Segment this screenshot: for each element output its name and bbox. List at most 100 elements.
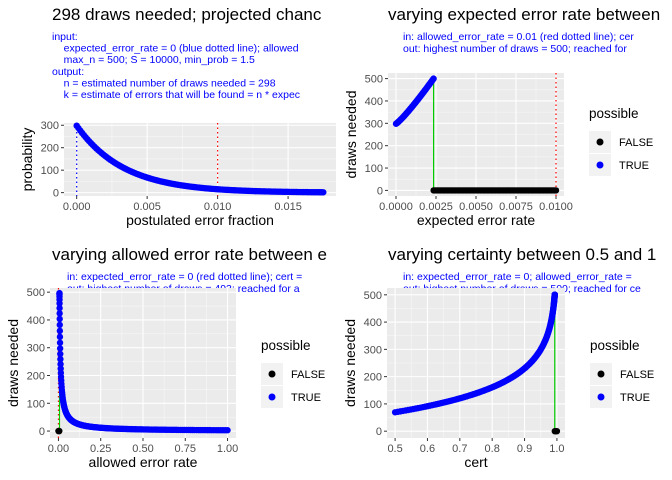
chart-subtitle-line: output: (52, 66, 84, 78)
data-point (224, 427, 231, 434)
chart-subtitle-line: in: allowed_error_rate = 0.01 (red dotte… (403, 31, 634, 43)
chart-subtitle-line: out: highest number of draws = 500; reac… (403, 43, 627, 55)
chart-subtitle-line: in: expected_error_rate = 0; allowed_err… (403, 271, 632, 283)
chart-title: varying certainty between 0.5 and 1 (388, 245, 656, 264)
y-tick-label: 500 (27, 287, 45, 299)
x-tick-label: 0.0100 (539, 201, 573, 213)
x-tick-label: 0.0050 (459, 201, 493, 213)
x-tick-label: 0.5 (387, 443, 402, 455)
legend-title: possible (261, 338, 311, 353)
legend-marker (597, 370, 605, 378)
chart-panel-1: 298 draws needed; projected chancinput: … (19, 5, 336, 228)
y-tick-label: 100 (41, 165, 59, 177)
y-tick-label: 200 (364, 372, 382, 384)
y-tick-label: 300 (364, 344, 382, 356)
data-series-true (73, 122, 327, 196)
legend-label: FALSE (620, 369, 654, 381)
chart-subtitle-line: in: expected_error_rate = 0 (red dotted … (67, 271, 302, 283)
data-series-false (430, 187, 560, 194)
y-tick-label: 200 (365, 141, 383, 153)
legend-label: TRUE (620, 392, 650, 404)
y-tick-label: 200 (27, 371, 45, 383)
y-tick-label: 0 (377, 185, 383, 197)
data-series-true (56, 289, 231, 434)
legend-title: possible (590, 338, 640, 353)
data-point (56, 327, 64, 335)
y-tick-label: 100 (365, 163, 383, 175)
legend-marker (597, 393, 605, 401)
y-tick-label: 100 (364, 399, 382, 411)
y-tick-label: 500 (365, 74, 383, 86)
legend-label: FALSE (619, 137, 653, 149)
x-tick-label: 0.75 (175, 443, 196, 455)
data-point (56, 339, 64, 346)
data-point (57, 350, 64, 358)
chart-subtitle-line: k = estimate of errors that will be foun… (52, 89, 300, 101)
x-tick-label: 1.00 (217, 443, 238, 455)
chart-panel-3: varying allowed error rate between e in: … (5, 245, 327, 470)
y-tick-label: 400 (365, 96, 383, 108)
y-axis-label: draws needed (5, 319, 21, 407)
legend-label: FALSE (291, 369, 325, 381)
y-axis-label: draws needed (342, 319, 358, 407)
x-axis-label: postulated error fraction (126, 212, 274, 228)
y-axis-label: probability (19, 128, 35, 192)
x-tick-label: 0.0075 (499, 201, 533, 213)
data-point (57, 355, 64, 363)
y-tick-label: 400 (27, 315, 45, 327)
data-series-true (392, 75, 437, 127)
data-point (552, 187, 560, 194)
data-point (56, 304, 63, 312)
x-tick-label: 0.25 (90, 443, 111, 455)
legend-marker (268, 370, 276, 378)
legend-title: possible (589, 106, 639, 121)
data-point (56, 333, 64, 341)
y-tick-label: 200 (41, 143, 59, 155)
x-tick-label: 0.50 (132, 443, 153, 455)
y-tick-label: 100 (27, 398, 45, 410)
x-tick-label: 0.0025 (419, 201, 453, 213)
data-point (320, 189, 327, 196)
data-point (553, 427, 561, 435)
x-axis-label: cert (464, 454, 487, 470)
y-tick-label: 300 (27, 343, 45, 355)
y-tick-label: 0 (39, 426, 45, 438)
data-point (430, 75, 437, 82)
y-tick-label: 400 (364, 317, 382, 329)
x-tick-label: 0.00 (48, 443, 69, 455)
chart-subtitle-line: n = estimated number of draws needed = 2… (52, 77, 276, 89)
chart-title: 298 draws needed; projected chanc (52, 5, 322, 24)
x-tick-label: 0.015 (274, 201, 302, 213)
y-tick-label: 300 (365, 118, 383, 130)
chart-title: varying allowed error rate between e (52, 245, 327, 264)
x-axis-label: allowed error rate (89, 454, 198, 470)
x-tick-label: 0.9 (517, 443, 532, 455)
legend-label: TRUE (291, 392, 321, 404)
chart-panel-4: varying certainty between 0.5 and 1 in: e… (342, 245, 656, 470)
legend-label: TRUE (619, 160, 649, 172)
x-tick-label: 0.6 (420, 443, 435, 455)
data-point (56, 321, 63, 329)
chart-subtitle-line: max_n = 500; S = 10000, min_prob = 1.5 (52, 54, 255, 66)
data-point (551, 291, 558, 299)
data-point (56, 345, 64, 352)
data-series-false (551, 427, 561, 435)
y-tick-label: 500 (364, 290, 382, 302)
legend-marker (596, 138, 604, 146)
y-tick-label: 0 (53, 188, 59, 200)
chart-subtitle-line: input: (52, 31, 78, 43)
y-tick-label: 300 (41, 120, 59, 132)
chart-panel-2: varying expected error rate between in: a… (343, 5, 660, 228)
data-series-true (391, 291, 558, 416)
chart-title: varying expected error rate between (388, 5, 660, 24)
x-tick-label: 1.0 (549, 443, 564, 455)
data-point (56, 310, 63, 317)
x-tick-label: 0.7 (452, 443, 467, 455)
legend-marker (596, 161, 604, 169)
chart-subtitle-line: expected_error_rate = 0 (blue dotted lin… (52, 43, 299, 55)
x-tick-label: 0.010 (204, 201, 232, 213)
data-series-false (55, 427, 63, 435)
y-tick-label: 0 (376, 426, 382, 438)
x-axis-label: expected error rate (417, 212, 535, 228)
